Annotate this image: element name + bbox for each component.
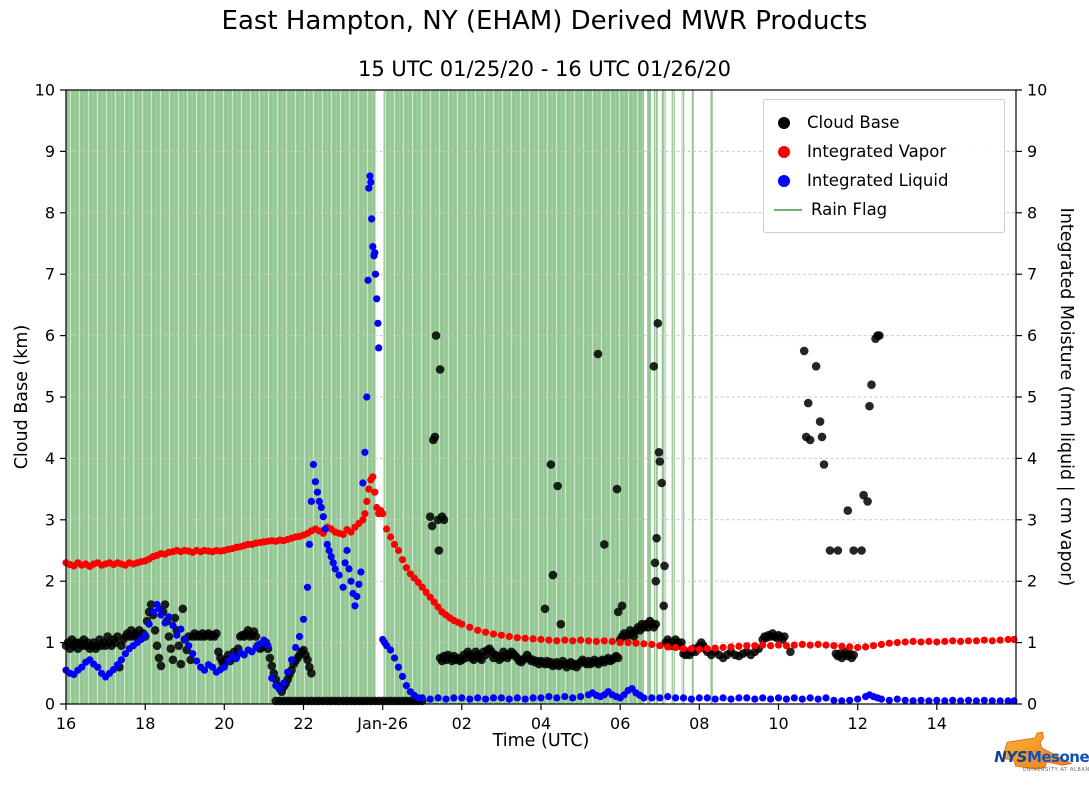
svg-text:2: 2 xyxy=(1027,572,1037,591)
svg-text:16: 16 xyxy=(56,714,76,733)
svg-text:10: 10 xyxy=(1027,81,1047,100)
integrated-vapor-dot-icon xyxy=(778,145,790,158)
x-axis-label: Time (UTC) xyxy=(492,731,590,751)
svg-text:8: 8 xyxy=(45,203,55,222)
legend-label: Integrated Liquid xyxy=(807,171,949,190)
svg-text:7: 7 xyxy=(45,265,55,284)
logo-mesonet-text: Mesonet xyxy=(1026,748,1089,766)
legend-item-cloud-base: Cloud Base xyxy=(764,108,1004,137)
integrated-liquid-dot-icon xyxy=(778,174,790,187)
svg-text:06: 06 xyxy=(610,714,630,733)
svg-text:4: 4 xyxy=(45,449,55,468)
plot-area: 16 18 20 22 Jan-26 02 04 06 08 10 12 140 01 12 23 34 45 5… xyxy=(35,81,1048,734)
legend-item-integrated-vapor: Integrated Vapor xyxy=(764,137,1004,166)
svg-text:10: 10 xyxy=(768,714,788,733)
svg-text:3: 3 xyxy=(1027,510,1037,529)
svg-text:1: 1 xyxy=(45,633,55,652)
mesonet-logo: NYS Mesonet UNIVERSITY AT ALBANY xyxy=(986,726,1089,773)
series-integrated-liquid xyxy=(62,172,1018,705)
svg-text:02: 02 xyxy=(452,714,472,733)
svg-text:0: 0 xyxy=(45,695,55,714)
series-cloud-base xyxy=(61,319,884,706)
svg-text:0: 0 xyxy=(1027,695,1037,714)
ny-state-icon xyxy=(1002,731,1073,770)
svg-text:8: 8 xyxy=(1027,203,1037,222)
y-axis-label-left: Cloud Base (km) xyxy=(12,324,32,470)
legend-label: Rain Flag xyxy=(811,200,888,219)
svg-text:14: 14 xyxy=(927,714,947,733)
logo-text: NYS Mesonet xyxy=(994,748,1089,766)
svg-text:Jan-26: Jan-26 xyxy=(356,714,408,733)
y-axis-label-right: Integrated Moisture (mm liquid | cm vapo… xyxy=(1056,207,1076,587)
svg-text:9: 9 xyxy=(45,142,55,161)
svg-text:4: 4 xyxy=(1027,449,1037,468)
legend: Cloud Base Integrated Vapor Integrated L… xyxy=(763,99,1005,233)
svg-text:5: 5 xyxy=(1027,388,1037,407)
svg-text:12: 12 xyxy=(848,714,868,733)
series-integrated-vapor xyxy=(62,473,1018,654)
svg-text:04: 04 xyxy=(531,714,551,733)
svg-text:08: 08 xyxy=(689,714,709,733)
legend-label: Integrated Vapor xyxy=(807,142,947,161)
cloud-base-dot-icon xyxy=(778,116,790,129)
page-title: East Hampton, NY (EHAM) Derived MWR Prod… xyxy=(221,6,868,36)
svg-text:6: 6 xyxy=(1027,326,1037,345)
svg-text:20: 20 xyxy=(214,714,234,733)
svg-text:9: 9 xyxy=(1027,142,1037,161)
svg-text:7: 7 xyxy=(1027,265,1037,284)
legend-item-integrated-liquid: Integrated Liquid xyxy=(764,166,1004,195)
svg-text:5: 5 xyxy=(45,388,55,407)
legend-item-rain-flag: Rain Flag xyxy=(764,195,1004,224)
svg-text:18: 18 xyxy=(135,714,155,733)
svg-text:10: 10 xyxy=(35,81,55,100)
svg-text:1: 1 xyxy=(1027,633,1037,652)
legend-label: Cloud Base xyxy=(807,113,900,132)
svg-text:3: 3 xyxy=(45,510,55,529)
rain-flag-span xyxy=(691,90,694,704)
rain-flag-line-icon xyxy=(774,208,802,211)
svg-text:22: 22 xyxy=(293,714,313,733)
svg-text:6: 6 xyxy=(45,326,55,345)
chart-subtitle: 15 UTC 01/25/20 - 16 UTC 01/26/20 xyxy=(358,57,731,81)
rain-flag-span xyxy=(661,90,666,704)
logo-nys-text: NYS xyxy=(994,748,1027,766)
svg-text:2: 2 xyxy=(45,572,55,591)
logo-subtext: UNIVERSITY AT ALBANY xyxy=(1022,767,1089,773)
